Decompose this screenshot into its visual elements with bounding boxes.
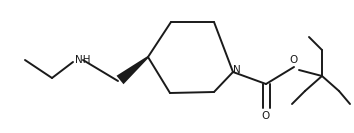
Text: O: O [290, 55, 298, 65]
Text: O: O [262, 111, 270, 121]
Text: N: N [233, 65, 241, 75]
Polygon shape [116, 56, 149, 84]
Text: NH: NH [75, 55, 91, 65]
